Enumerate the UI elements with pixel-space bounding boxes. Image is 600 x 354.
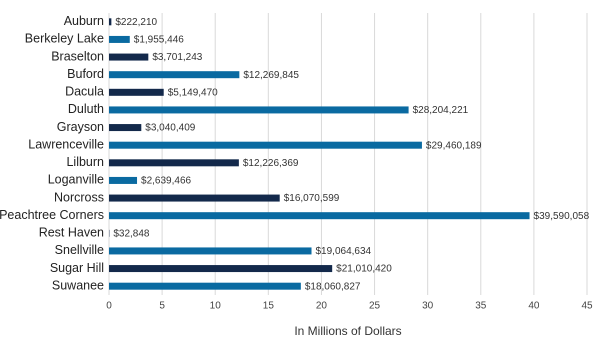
value-label: $3,701,243 (152, 52, 202, 63)
x-tick-label: 45 (581, 301, 593, 312)
x-tick-label: 30 (422, 301, 434, 312)
bar (109, 159, 239, 167)
value-label: $3,040,409 (145, 123, 195, 134)
bar (109, 247, 312, 255)
x-tick-label: 15 (263, 301, 275, 312)
value-label: $19,064,634 (316, 246, 372, 257)
category-label: Suwanee (52, 278, 104, 292)
value-label: $32,848 (113, 228, 150, 239)
bar (109, 53, 149, 61)
value-label: $18,060,827 (305, 281, 361, 292)
x-tick-label: 10 (210, 301, 222, 312)
value-label: $21,010,420 (336, 264, 392, 275)
category-label: Rest Haven (39, 226, 104, 240)
bar (109, 282, 301, 290)
x-axis-title: In Millions of Dollars (294, 324, 401, 338)
category-label: Lilburn (66, 155, 104, 169)
value-label: $1,955,446 (134, 35, 184, 46)
value-label: $29,460,189 (426, 140, 482, 151)
category-label: Peachtree Corners (0, 208, 104, 222)
bar (109, 35, 130, 43)
category-label: Loganville (48, 173, 104, 187)
value-label: $39,590,058 (534, 211, 590, 222)
bar (109, 124, 142, 132)
value-label: $5,149,470 (168, 87, 218, 98)
value-label: $2,639,466 (141, 176, 191, 187)
bar (109, 265, 333, 273)
category-label: Auburn (64, 14, 104, 28)
bar (109, 176, 138, 184)
value-label: $28,204,221 (413, 105, 469, 116)
category-label: Duluth (68, 102, 104, 116)
x-tick-label: 5 (159, 301, 165, 312)
x-tick-label: 25 (369, 301, 381, 312)
bar (109, 212, 530, 220)
category-label: Snellville (55, 243, 104, 257)
category-label: Braselton (51, 49, 104, 63)
bar (109, 141, 422, 149)
category-label: Dacula (65, 85, 104, 99)
x-tick-label: 35 (475, 301, 487, 312)
category-label: Berkeley Lake (25, 32, 104, 46)
value-label: $12,269,845 (243, 70, 299, 81)
x-tick-label: 40 (528, 301, 540, 312)
bar (109, 194, 280, 202)
category-label: Norcross (54, 190, 104, 204)
bar (109, 106, 409, 114)
bar (109, 88, 164, 96)
category-label: Grayson (57, 120, 104, 134)
value-label: $12,226,369 (243, 158, 299, 169)
x-tick-label: 0 (106, 301, 112, 312)
category-label: Buford (67, 67, 104, 81)
category-label: Lawrenceville (28, 137, 104, 151)
value-label: $222,210 (115, 17, 157, 28)
bar (109, 71, 240, 79)
x-tick-label: 20 (316, 301, 328, 312)
value-label: $16,070,599 (284, 193, 340, 204)
bar (109, 18, 112, 26)
category-label: Sugar Hill (50, 261, 104, 275)
